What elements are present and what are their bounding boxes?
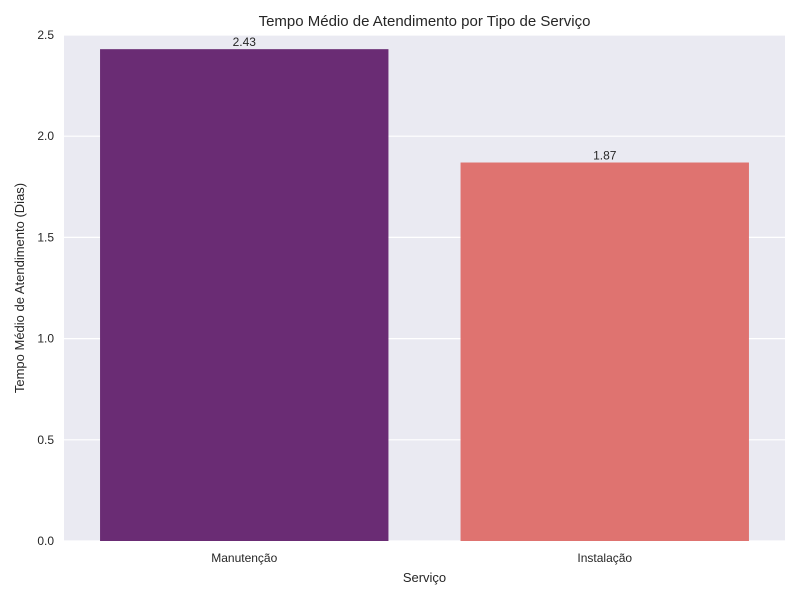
y-tick-label: 0.5: [37, 433, 54, 447]
bar-value-label: 1.87: [593, 149, 617, 163]
x-tick-label: Instalação: [577, 551, 632, 565]
x-axis-label: Serviço: [403, 570, 446, 585]
y-tick-label: 1.5: [37, 230, 54, 244]
y-tick-label: 2.0: [37, 129, 54, 143]
bar-1: [100, 49, 389, 541]
bar-2: [460, 162, 749, 541]
y-axis-label: Tempo Médio de Atendimento (Dias): [12, 183, 27, 393]
y-tick-label: 1.0: [37, 332, 54, 346]
bars: [100, 49, 749, 541]
value-labels: 2.43 1.87: [233, 35, 617, 162]
chart-title: Tempo Médio de Atendimento por Tipo de S…: [259, 13, 591, 30]
bar-value-label: 2.43: [233, 35, 257, 49]
y-tick-label: 0.0: [37, 534, 54, 548]
x-axis-ticks: Manutenção Instalação: [211, 551, 632, 565]
y-axis-ticks: 0.0 0.5 1.0 1.5 2.0 2.5: [37, 28, 54, 548]
y-tick-label: 2.5: [37, 28, 54, 42]
x-tick-label: Manutenção: [211, 551, 277, 565]
